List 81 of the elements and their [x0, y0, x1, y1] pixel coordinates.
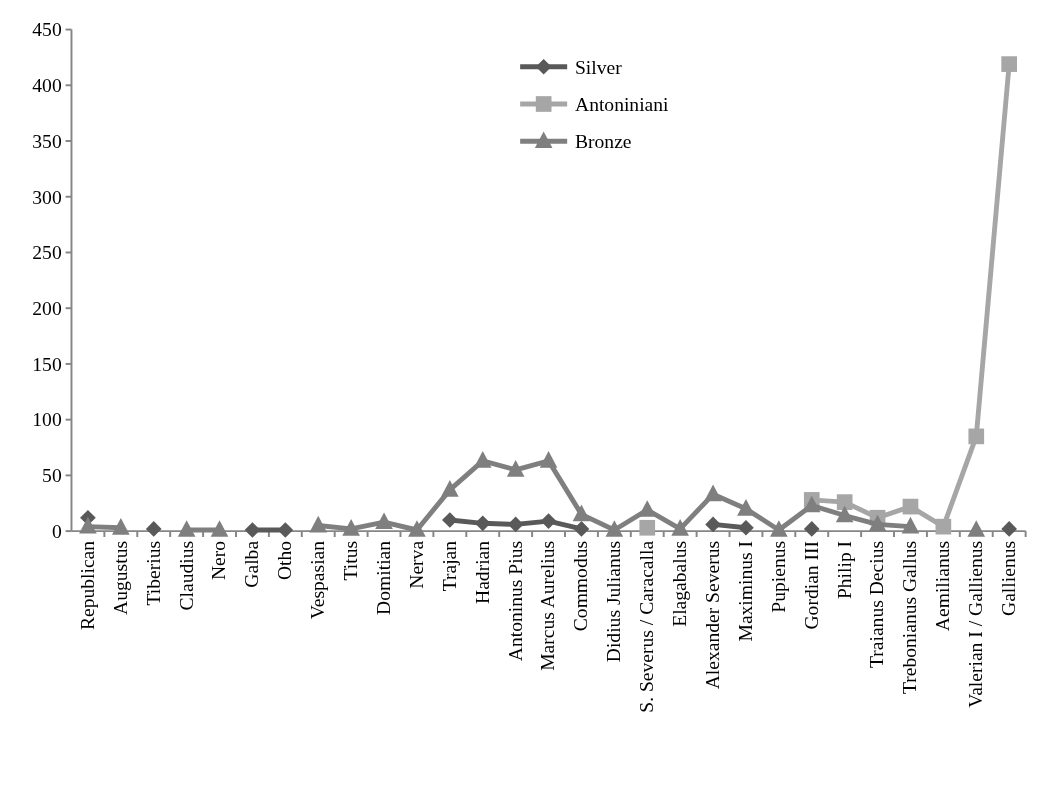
x-tick-label: Gallienus	[998, 540, 1020, 616]
x-tick-label: Trebonianus Gallus	[899, 540, 921, 695]
point	[79, 516, 97, 534]
x-tick-label: Aemilianus	[932, 540, 954, 632]
point	[638, 500, 657, 517]
point	[375, 512, 393, 530]
x-tick-label: Philip I	[833, 540, 855, 600]
point	[868, 514, 887, 532]
x-tick-label: Trajan	[438, 540, 460, 592]
x-tick-label: Tiberius	[142, 540, 164, 606]
point	[342, 519, 360, 536]
y-tick-label: 150	[32, 353, 62, 375]
y-tick-label: 50	[42, 465, 62, 487]
x-tick-label: Vespasian	[307, 540, 329, 620]
x-tick-label: Elagabalus	[669, 540, 691, 627]
point	[770, 520, 788, 537]
y-tick-label: 250	[32, 242, 62, 264]
y-tick-label: 450	[32, 19, 62, 41]
point	[408, 520, 426, 537]
point	[738, 519, 754, 536]
x-tick-label: Commodus	[570, 540, 592, 632]
point	[1001, 56, 1018, 72]
point	[507, 516, 524, 533]
x-tick-label: Valerian I / Gallienus	[965, 540, 987, 708]
x-tick-label: Nero	[208, 540, 230, 581]
point	[506, 460, 525, 477]
y-tick-label: 400	[32, 75, 62, 97]
point	[145, 521, 162, 537]
point	[704, 484, 722, 502]
x-tick-label: Domitian	[372, 540, 394, 615]
point	[902, 498, 919, 515]
x-tick-label: Republican	[76, 540, 98, 631]
point	[210, 520, 229, 537]
point	[835, 505, 854, 523]
point	[639, 519, 656, 536]
x-tick-label: Augustus	[109, 540, 131, 615]
y-tick-label: 350	[32, 130, 62, 152]
point	[441, 480, 459, 497]
point	[803, 521, 820, 537]
x-tick-label: Gordian III	[800, 540, 822, 630]
y-tick-label: 200	[32, 298, 62, 320]
point	[967, 520, 986, 537]
x-tick-label: Galba	[241, 540, 263, 588]
point	[836, 494, 853, 510]
point	[277, 522, 294, 538]
x-tick-label: Marcus Aurelius	[537, 540, 559, 671]
point	[573, 521, 590, 537]
x-tick-label: Titus	[340, 540, 362, 581]
point	[309, 515, 328, 533]
x-tick-label: Claudius	[175, 540, 197, 611]
point	[442, 512, 458, 528]
legend-label: Silver	[575, 56, 623, 78]
point	[605, 520, 624, 537]
point	[177, 520, 196, 537]
point	[737, 499, 755, 516]
point	[572, 504, 591, 522]
x-tick-label: Nerva	[405, 540, 427, 589]
point	[474, 515, 491, 532]
x-tick-label: Traianus Decius	[866, 540, 888, 668]
legend-label: Antoniniani	[575, 93, 670, 115]
point	[540, 513, 557, 529]
point	[935, 518, 952, 535]
x-tick-label: S. Severus / Caracalla	[636, 540, 658, 713]
y-tick-label: 0	[51, 520, 62, 542]
x-tick-label: Otho	[274, 540, 296, 581]
point	[705, 516, 721, 533]
x-tick-label: Pupienus	[767, 540, 789, 613]
legend-label: Bronze	[575, 131, 632, 153]
point	[968, 428, 985, 445]
y-tick-label: 100	[32, 409, 62, 431]
x-tick-label: Hadrian	[471, 540, 493, 604]
point	[901, 516, 920, 534]
x-tick-label: Antoninus Pius	[504, 540, 526, 662]
point	[1001, 521, 1018, 537]
x-tick-label: Didius Julianus	[603, 540, 625, 663]
x-tick-label: Maximinus I	[734, 540, 756, 642]
point	[671, 519, 689, 536]
point	[539, 451, 558, 468]
y-tick-label: 300	[32, 186, 62, 208]
x-tick-label: Alexander Severus	[701, 540, 723, 690]
point	[112, 517, 130, 535]
